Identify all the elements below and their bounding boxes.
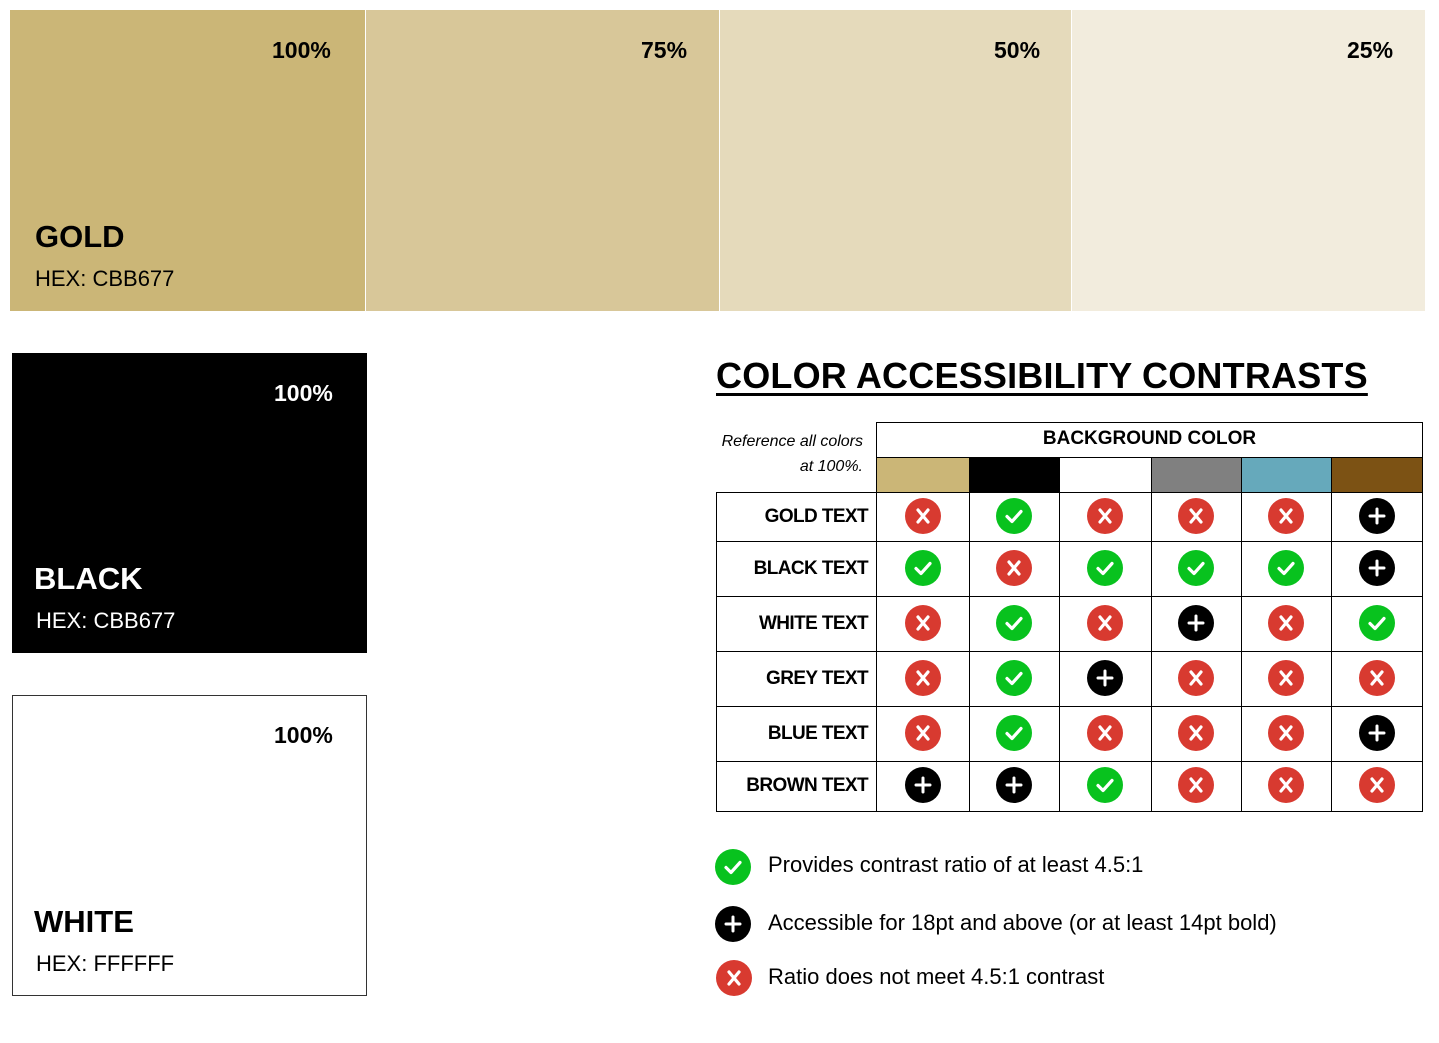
check-icon [904,549,941,586]
row-label: BROWN TEXT [746,775,868,796]
gold-tint-75 [366,10,719,311]
x-icon [904,604,941,641]
table-gridline [1422,492,1423,812]
row-label: GREY TEXT [766,667,869,689]
check-icon [1087,767,1123,803]
legend-fail-text: Ratio does not meet 4.5:1 contrast [768,964,1105,989]
black-name: BLACK [34,561,143,596]
legend-plus-icon [715,906,751,942]
check-icon [1087,549,1123,586]
plus-icon [1087,659,1123,696]
background-swatch [1241,457,1332,493]
contrast-title: COLOR ACCESSIBILITY CONTRASTS [716,355,1368,396]
x-icon [904,714,941,751]
gold-tint-75-label: 75% [641,37,688,63]
plus-icon [1358,549,1395,586]
plus-icon [996,767,1032,803]
table-gridline [876,422,877,493]
check-icon [1178,549,1214,586]
reference-note: Reference all colors at 100%. [721,433,863,475]
check-icon [1358,604,1395,641]
plus-icon [1358,497,1395,534]
row-label: WHITE TEXT [758,612,869,634]
black-pct: 100% [274,380,333,406]
check-icon [1268,549,1304,586]
gold-tint-50 [720,10,1071,311]
plus-icon [1358,714,1395,751]
plus-icon [1178,604,1214,641]
table-gridline [716,651,1423,652]
x-icon [1178,659,1214,696]
table-gridline [1059,492,1060,812]
x-icon [904,497,941,534]
legend-x-icon [716,960,752,996]
table-gridline [1151,492,1152,812]
x-icon [1178,767,1214,803]
gold-tint-50-label: 50% [994,37,1041,63]
table-gridline [716,761,1423,762]
legend-pass-text: Provides contrast ratio of at least 4.5:… [768,852,1144,877]
white-pct: 100% [274,722,333,748]
table-gridline [1241,492,1242,812]
x-icon [1087,604,1123,641]
x-icon [1268,767,1304,803]
background-swatch [1151,457,1242,493]
table-gridline [716,596,1423,597]
table-gridline [716,541,1423,542]
check-icon [996,604,1032,641]
x-icon [1268,659,1304,696]
x-icon [1178,497,1214,534]
background-color-header: BACKGROUND COLOR [876,422,1423,458]
background-swatch [1331,457,1423,493]
table-gridline [716,706,1423,707]
legend-large-text: Accessible for 18pt and above (or at lea… [768,910,1277,935]
x-icon [1268,714,1304,751]
white-swatch [12,695,367,996]
x-icon [1087,497,1123,534]
table-gridline [716,811,1423,812]
black-hex: HEX: CBB677 [36,608,176,633]
gold-tint-100 [10,10,365,311]
x-icon [1358,659,1395,696]
x-icon [996,549,1032,586]
background-swatch [876,457,970,493]
gold-hex: HEX: CBB677 [35,266,175,291]
legend-check-icon [715,849,751,885]
white-name: WHITE [34,904,134,939]
plus-icon [904,767,941,803]
gold-tint-25-label: 25% [1347,37,1394,63]
check-icon [996,714,1032,751]
gold-tint-100-label: 100% [272,37,331,63]
row-label: GOLD TEXT [764,505,869,527]
gold-tint-25 [1072,10,1425,311]
table-gridline [716,492,1423,493]
background-swatch [969,457,1060,493]
x-icon [904,659,941,696]
table-gridline [716,492,717,812]
black-swatch [12,353,367,653]
check-icon [996,659,1032,696]
table-gridline [1331,492,1332,812]
x-icon [1268,497,1304,534]
check-icon [996,497,1032,534]
gold-name: GOLD [35,219,125,254]
white-hex: HEX: FFFFFF [36,951,175,976]
x-icon [1178,714,1214,751]
x-icon [1268,604,1304,641]
x-icon [1358,767,1395,803]
table-gridline [969,492,970,812]
row-label: BLUE TEXT [767,722,869,744]
table-gridline [876,492,877,812]
row-label: BLACK TEXT [753,557,869,579]
background-swatch [1059,457,1152,493]
x-icon [1087,714,1123,751]
